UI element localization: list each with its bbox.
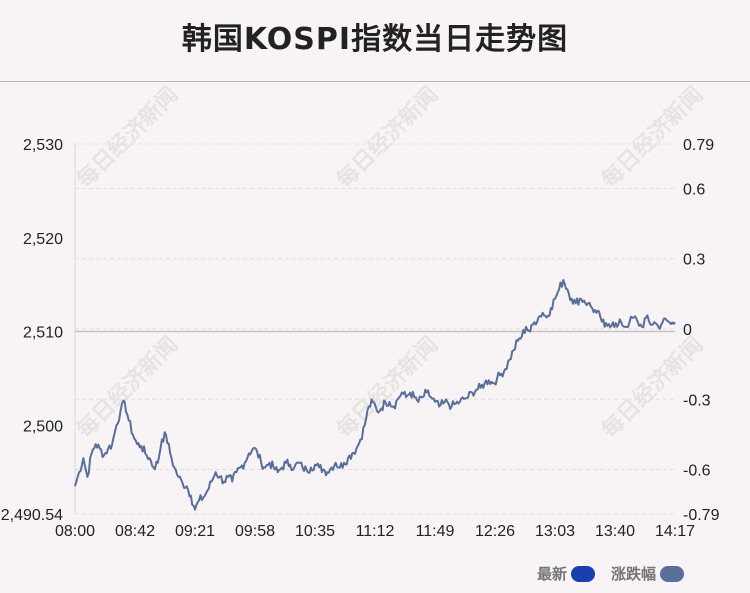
y-right-tick-label: 0 [683, 322, 692, 339]
x-tick-label: 11:12 [356, 523, 395, 540]
title-divider [0, 81, 750, 82]
y-left-tick-label: 2,510 [23, 325, 63, 342]
y-left-tick-label: 2,490.54 [1, 507, 63, 524]
y-left-tick-label: 2,520 [23, 231, 63, 248]
x-tick-label: 08:00 [55, 523, 95, 540]
x-tick-label: 09:21 [175, 523, 215, 540]
series-line-latest [74, 279, 676, 511]
chart-title: 韩国KOSPI指数当日走势图 [181, 22, 569, 57]
x-tick-label: 13:03 [535, 523, 575, 540]
y-right-tick-label: 0.3 [683, 252, 705, 269]
legend: 最新 涨跌幅 [521, 563, 684, 584]
legend-label-latest: 最新 [536, 565, 567, 583]
legend-swatch-change [660, 565, 684, 582]
x-tick-label: 10:35 [295, 523, 335, 540]
x-tick-label: 11:49 [416, 523, 455, 540]
x-tick-label: 14:17 [655, 523, 695, 540]
legend-item-change[interactable]: 涨跌幅 [611, 563, 684, 584]
x-tick-label: 09:58 [235, 523, 275, 540]
y-right-tick-label: -0.3 [683, 392, 711, 409]
y-right-tick-label: 0.79 [683, 137, 714, 154]
y-right-tick-label: 0.6 [683, 181, 705, 198]
x-tick-label: 13:40 [595, 523, 635, 540]
y-right-tick-label: -0.79 [683, 507, 720, 524]
legend-item-latest[interactable]: 最新 [537, 563, 595, 584]
legend-label-change: 涨跌幅 [610, 565, 656, 583]
x-tick-label: 12:26 [475, 523, 515, 540]
legend-swatch-latest [570, 565, 595, 582]
x-tick-label: 08:42 [115, 523, 155, 540]
y-left-tick-label: 2,530 [23, 137, 63, 154]
y-left-tick-label: 2,500 [23, 418, 63, 435]
y-right-tick-label: -0.6 [683, 463, 711, 480]
